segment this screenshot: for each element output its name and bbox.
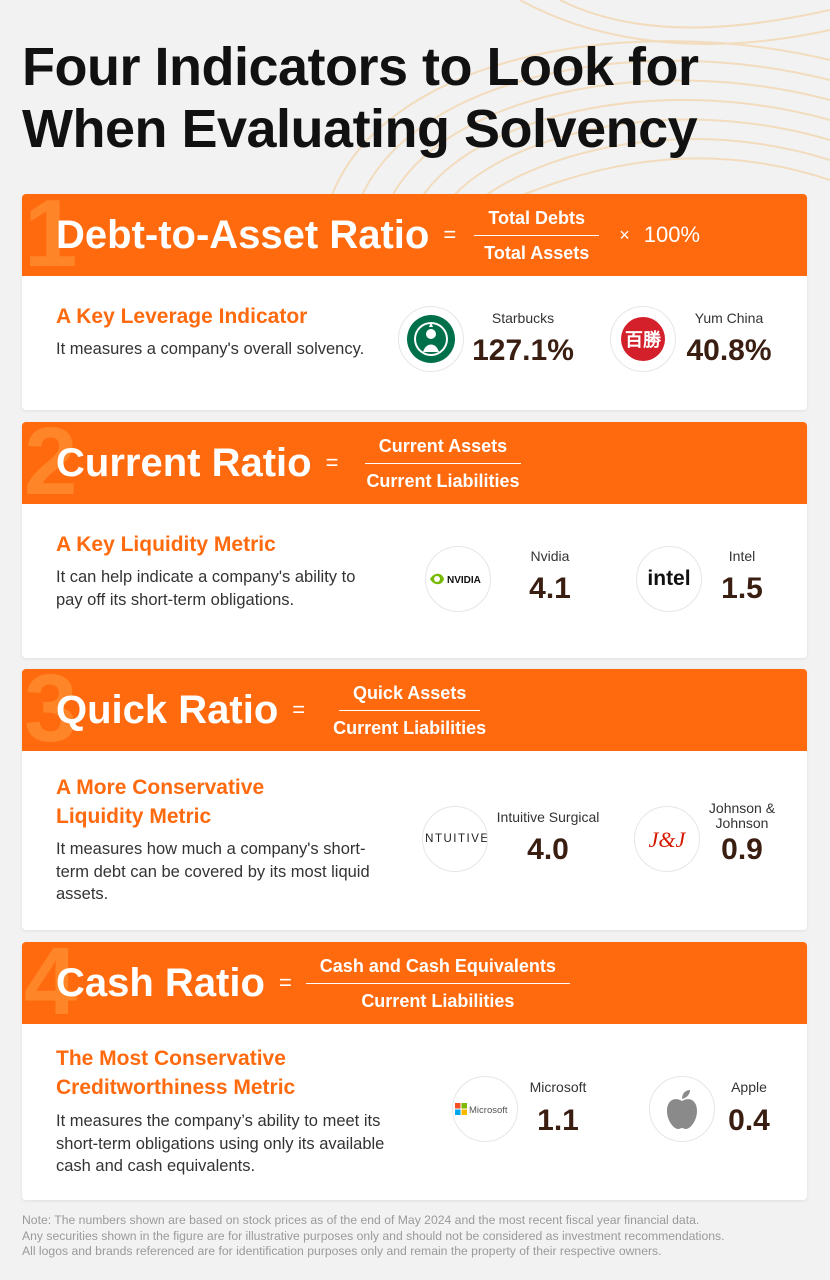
note-line: All logos and brands referenced are for … <box>22 1244 662 1258</box>
disclaimer-note: Note: The numbers shown are based on sto… <box>22 1213 812 1260</box>
card-header: 3 Quick Ratio = Quick Assets Current Lia… <box>22 669 807 757</box>
company-value: 127.1% <box>472 334 574 367</box>
card-description: It measures how much a company's short-t… <box>56 840 370 903</box>
formula-numerator: Quick Assets <box>338 680 481 711</box>
company-name: Starbucks <box>491 310 555 326</box>
card-quick-ratio: 3 Quick Ratio = Quick Assets Current Lia… <box>22 669 807 930</box>
jnj-logo-icon: J&J <box>634 806 700 872</box>
yum-china-logo-icon: 百勝 <box>610 306 676 372</box>
formula-denominator: Current Liabilities <box>361 990 515 1011</box>
card-number: 2 <box>24 422 78 515</box>
formula-fraction: Total Debts Total Assets <box>470 205 603 266</box>
microsoft-logo-icon: Microsoft <box>452 1076 518 1142</box>
card-header: 2 Current Ratio = Current Assets Current… <box>22 422 807 510</box>
company-name: Intel <box>728 548 756 564</box>
starbucks-logo-icon <box>398 306 464 372</box>
metric-name: Quick Ratio <box>56 687 279 732</box>
card-header: 4 Cash Ratio = Cash and Cash Equivalents… <box>22 942 807 1030</box>
formula-numerator: Total Debts <box>474 205 600 236</box>
formula-numerator: Current Assets <box>364 433 522 464</box>
company-value: 4.0 <box>527 833 569 866</box>
intuitive-logo-icon: INTUITIVE <box>422 806 488 872</box>
card-number: 3 <box>24 669 78 762</box>
metric-name: Debt-to-Asset Ratio <box>56 212 430 257</box>
card-number: 1 <box>24 194 78 287</box>
equals-sign: = <box>278 970 292 995</box>
metric-name: Cash Ratio <box>56 960 265 1005</box>
card-description: It measures a company's overall solvency… <box>56 340 365 358</box>
company-value: 40.8% <box>686 334 772 367</box>
card-description: It measures the company’s ability to mee… <box>56 1112 385 1175</box>
formula-multiplier: 100% <box>643 222 701 247</box>
note-line: Note: The numbers shown are based on sto… <box>22 1213 700 1227</box>
formula-fraction: Current Assets Current Liabilities <box>352 433 533 494</box>
note-line: Any securities shown in the figure are f… <box>22 1228 725 1243</box>
company-name: Nvidia <box>530 548 570 564</box>
page-title: Four Indicators to Look for When Evaluat… <box>22 37 699 159</box>
card-subtitle: A More Conservative Liquidity Metric <box>56 776 265 828</box>
svg-text:NVIDIA: NVIDIA <box>447 575 481 586</box>
company-value: 0.4 <box>728 1104 770 1137</box>
company-value: 4.1 <box>529 572 571 605</box>
card-subtitle: A Key Leverage Indicator <box>56 305 308 328</box>
company-value: 1.5 <box>721 572 763 605</box>
card-subtitle: The Most Conservative Creditworthiness M… <box>56 1047 296 1099</box>
card-header: 1 Debt-to-Asset Ratio = Total Debts Tota… <box>22 194 807 282</box>
card-description: It can help indicate a company's ability… <box>56 568 356 609</box>
equals-sign: = <box>443 222 457 247</box>
formula-denominator: Current Liabilities <box>333 717 487 738</box>
nvidia-logo-icon: NVIDIA <box>425 546 491 612</box>
equals-sign: = <box>325 450 339 475</box>
metric-name: Current Ratio <box>56 440 312 485</box>
company-name: Johnson & Johnson <box>708 800 776 831</box>
card-number: 4 <box>24 942 78 1035</box>
formula-fraction: Quick Assets Current Liabilities <box>319 680 500 741</box>
svg-text:Microsoft: Microsoft <box>469 1105 508 1116</box>
svg-text:百勝: 百勝 <box>625 329 662 351</box>
formula-numerator: Cash and Cash Equivalents <box>305 953 570 984</box>
formula-denominator: Current Liabilities <box>366 470 520 491</box>
apple-logo-icon <box>649 1076 715 1142</box>
card-debt-to-asset: 1 Debt-to-Asset Ratio = Total Debts Tota… <box>22 194 807 410</box>
card-current-ratio: 2 Current Ratio = Current Assets Current… <box>22 422 807 658</box>
card-cash-ratio: 4 Cash Ratio = Cash and Cash Equivalents… <box>22 942 807 1200</box>
company-value: 1.1 <box>537 1104 579 1137</box>
card-subtitle: A Key Liquidity Metric <box>56 533 276 556</box>
intel-logo-icon: intel <box>636 546 702 612</box>
company-value: 0.9 <box>721 833 763 866</box>
svg-text:J&J: J&J <box>649 827 687 852</box>
company-name: Intuitive Surgical <box>496 809 600 825</box>
company-name: Yum China <box>694 310 764 326</box>
formula-denominator: Total Assets <box>484 242 590 263</box>
formula-fraction: Cash and Cash Equivalents Current Liabil… <box>305 953 570 1014</box>
company-name: Microsoft <box>529 1079 587 1095</box>
equals-sign: = <box>292 697 306 722</box>
times-sign: × <box>619 224 630 245</box>
company-name: Apple <box>731 1079 767 1095</box>
